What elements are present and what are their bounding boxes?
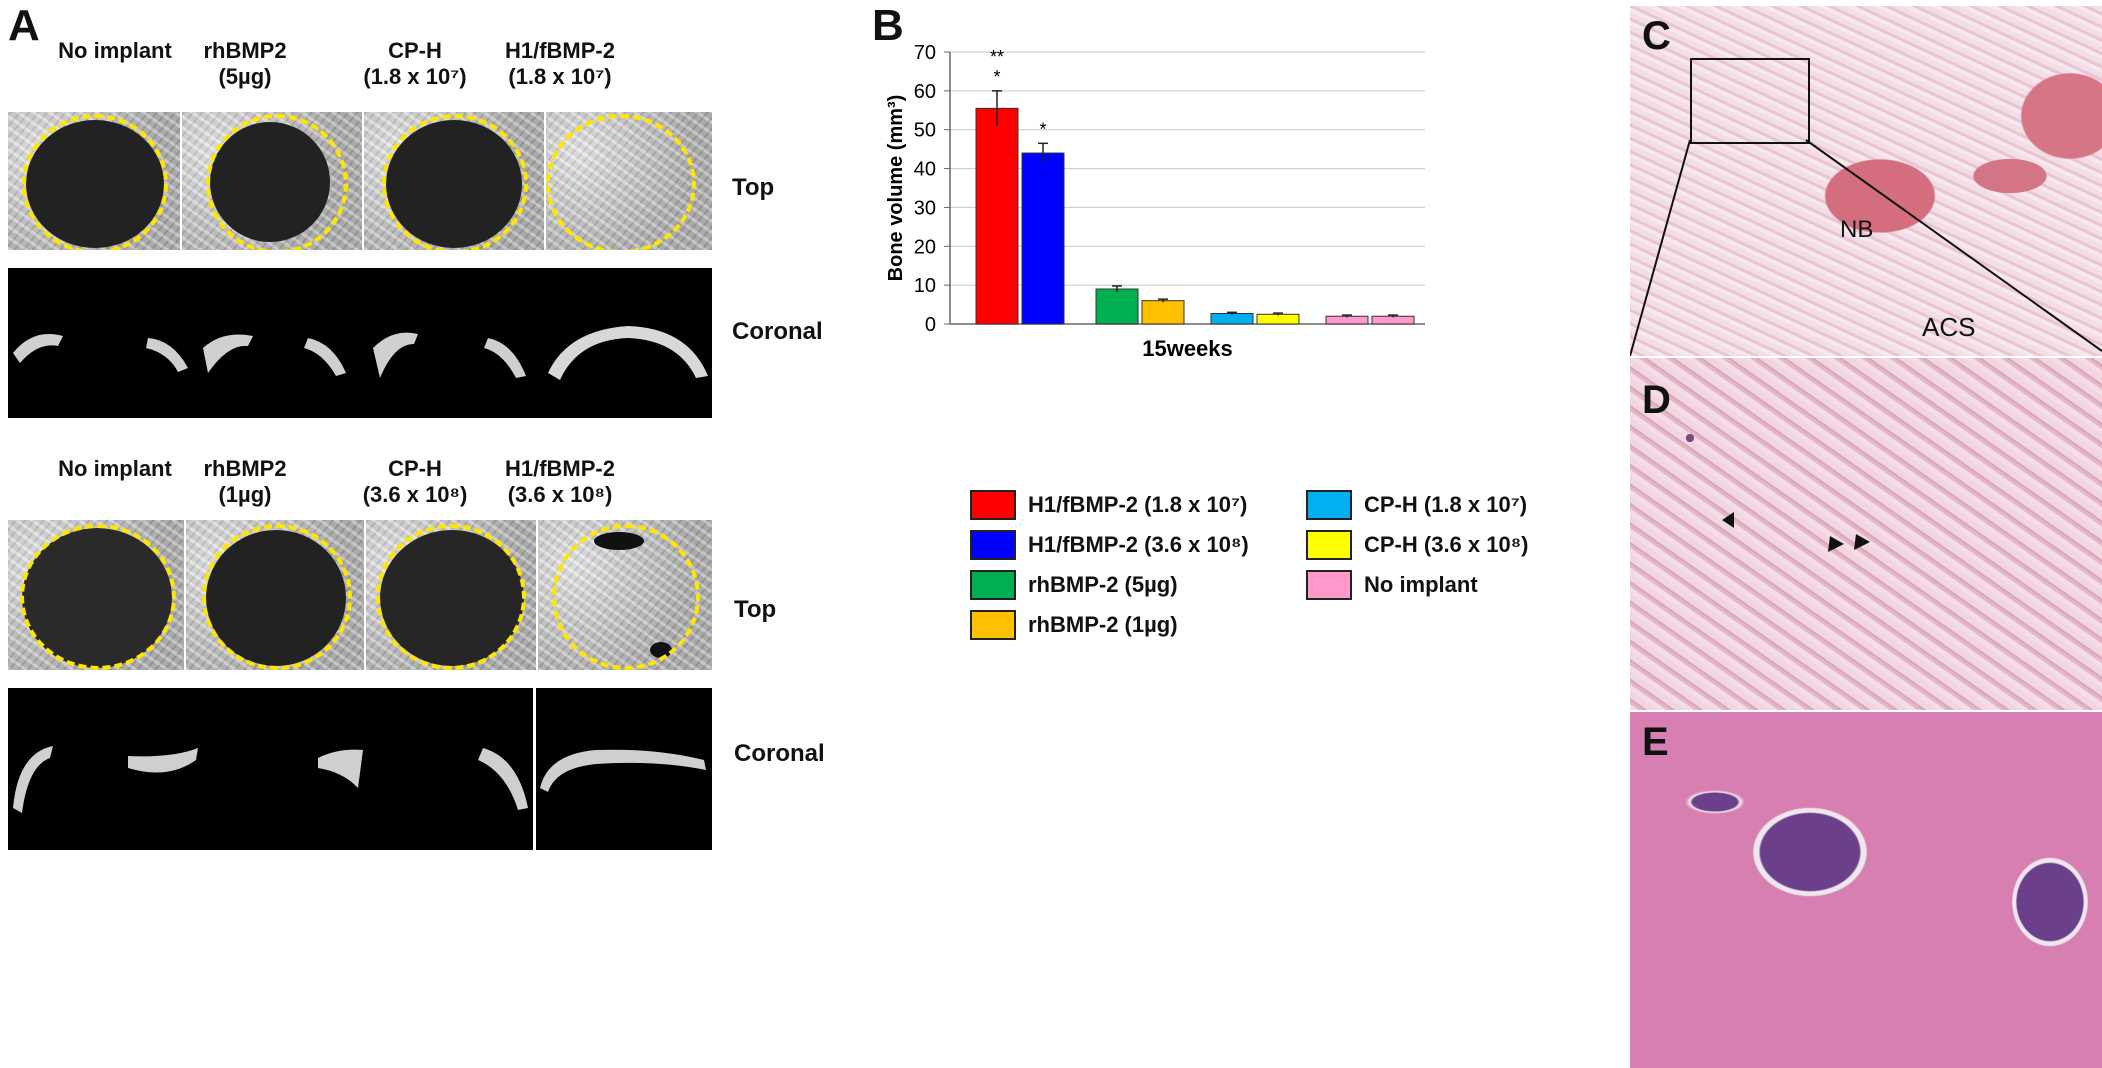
bone-volume-chart: 0 10 20 30 40 50 60 70 Bone volume (mm³) 15weeks *…: [885, 42, 1425, 361]
y-tick-label: 20: [914, 236, 936, 258]
y-tick-label: 30: [914, 197, 936, 219]
col-label-bottom-3: CP-H (3.6 x 10⁸): [362, 456, 468, 507]
row-label-coronal-1: Coronal: [732, 318, 823, 345]
bar: [1021, 152, 1065, 325]
histology-c: C NB ACS: [1630, 6, 2102, 356]
bar: [1095, 288, 1139, 325]
panel-c-letter: C: [1642, 14, 1671, 58]
legend-label: H1/fBMP-2 (1.8 x 10⁷): [1028, 492, 1248, 517]
ct-top-image: [546, 112, 712, 250]
legend-label: rhBMP-2 (1µg): [1028, 612, 1178, 637]
histology-e: E: [1630, 712, 2102, 1068]
coronal-image: [8, 688, 533, 850]
y-tick-label: 50: [914, 120, 936, 142]
legend-swatch: [1306, 570, 1352, 600]
bar: [1256, 313, 1300, 325]
legend-label: rhBMP-2 (5µg): [1028, 572, 1178, 597]
legend-label: H1/fBMP-2 (3.6 x 10⁸): [1028, 532, 1249, 557]
ct-top-image: [186, 520, 364, 670]
row-label-top-1: Top: [732, 174, 775, 201]
arrowhead: [1722, 512, 1734, 528]
arrowhead: [1854, 534, 1870, 550]
y-tick-label: 10: [914, 275, 936, 297]
histology-d: D: [1630, 358, 2102, 710]
y-tick-label: 0: [925, 314, 936, 336]
legend-label: CP-H (3.6 x 10⁸): [1364, 532, 1529, 557]
coronal-image: [536, 688, 712, 850]
significance-marker: *: [993, 67, 1000, 87]
significance-marker: **: [990, 47, 1004, 67]
legend-swatch: [970, 530, 1016, 560]
ct-top-image: [182, 112, 362, 250]
acs-label: ACS: [1922, 312, 1976, 342]
y-axis-label: Bone volume (mm³): [885, 95, 907, 282]
panel-a-letter: A: [8, 1, 40, 50]
col-label-top-2: rhBMP2 (5µg): [203, 38, 287, 89]
ct-top-image: [8, 520, 184, 670]
x-axis-label: 15weeks: [1142, 336, 1233, 361]
col-label-top-4: H1/fBMP-2 (1.8 x 10⁷): [504, 38, 615, 89]
nb-label: NB: [1840, 216, 1874, 243]
row-label-top-2: Top: [734, 596, 777, 623]
y-tick-label: 70: [914, 42, 936, 64]
y-tick-label: 60: [914, 81, 936, 103]
col-label-bottom-4: H1/fBMP-2 (3.6 x 10⁸): [504, 456, 615, 507]
zoom-box: [1690, 58, 1810, 144]
row-label-coronal-2: Coronal: [734, 740, 825, 767]
legend-swatch: [970, 490, 1016, 520]
col-label-top-3: CP-H (1.8 x 10⁷): [363, 38, 467, 89]
legend-swatch: [1306, 490, 1352, 520]
bar: [1141, 300, 1185, 325]
panel-b-letter: B: [872, 1, 904, 50]
ct-top-image: [8, 112, 180, 250]
ct-top-image: [366, 520, 536, 670]
ct-top-image: [538, 520, 712, 670]
panel-d-letter: D: [1642, 378, 1671, 422]
bar: [1210, 313, 1254, 325]
y-tick-label: 40: [914, 159, 936, 181]
significance-marker: *: [1039, 119, 1046, 139]
legend-swatch: [970, 570, 1016, 600]
chart-legend: H1/fBMP-2 (1.8 x 10⁷) H1/fBMP-2 (3.6 x 10…: [970, 490, 1610, 670]
col-label-bottom-2: rhBMP2 (1µg): [203, 456, 287, 507]
legend-label: No implant: [1364, 572, 1478, 597]
col-label-top-1: No implant: [58, 38, 172, 63]
legend-swatch: [1306, 530, 1352, 560]
ct-top-image: [364, 112, 544, 250]
legend-label: CP-H (1.8 x 10⁷): [1364, 492, 1528, 517]
legend-swatch: [970, 610, 1016, 640]
col-label-bottom-1: No implant: [58, 456, 172, 481]
bar: [975, 107, 1019, 325]
arrowhead: [1828, 536, 1844, 552]
panel-e-letter: E: [1642, 720, 1669, 764]
coronal-image: [8, 268, 712, 418]
